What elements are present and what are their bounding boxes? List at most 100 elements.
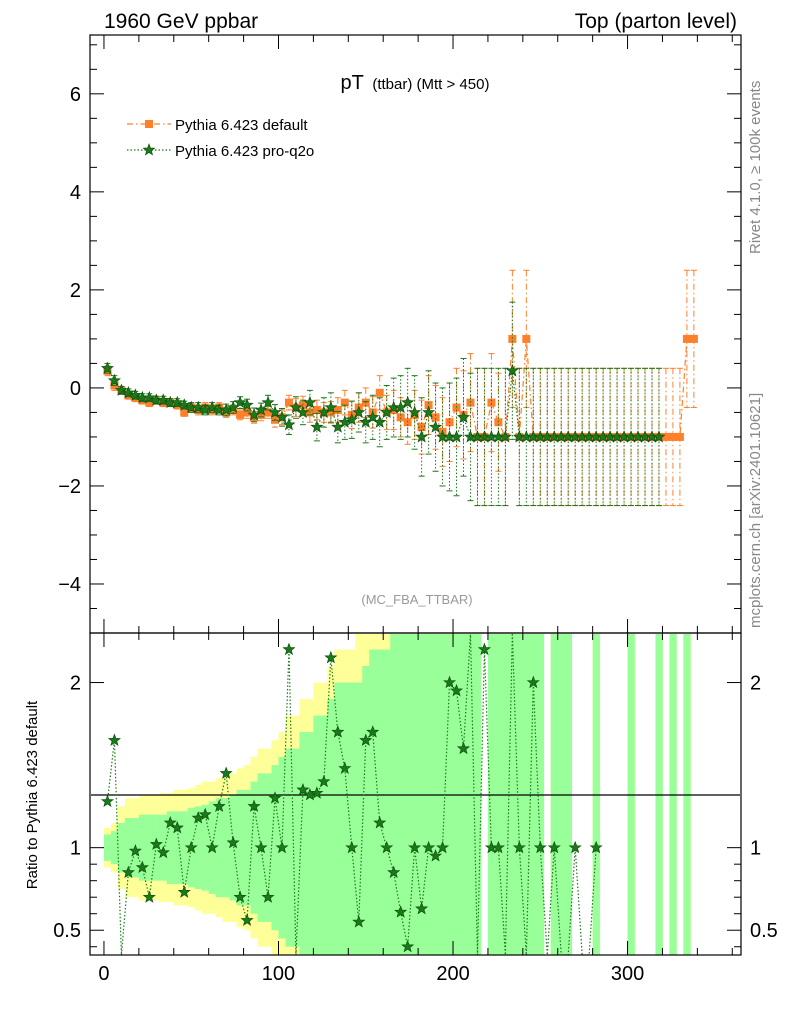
- legend-proq2o-label: Pythia 6.423 pro-q2o: [175, 143, 314, 160]
- proq2o-point: [373, 415, 387, 428]
- ratio-ytick-label-left: 1: [70, 838, 81, 860]
- legend-default-marker: [145, 120, 153, 128]
- ratio-point: [212, 799, 226, 812]
- main-ytick-label: 0: [70, 378, 81, 400]
- default-point: [668, 432, 677, 441]
- ratio-point: [184, 840, 198, 854]
- band-green-bin: [404, 634, 412, 955]
- band-green-bin: [320, 715, 328, 955]
- proq2o-point: [429, 420, 443, 433]
- ratio-point: [338, 761, 352, 774]
- band-green-bin: [215, 798, 223, 898]
- band-green-bin: [271, 765, 279, 931]
- header-right: Top (parton level): [575, 10, 737, 33]
- ratio-xtick-label: 100: [262, 963, 295, 985]
- analysis-watermark: (MC_FBA_TTBAR): [361, 592, 472, 607]
- band-green-bin: [432, 634, 440, 955]
- proq2o-point: [498, 430, 512, 443]
- legend-proq2o-marker: [142, 143, 156, 156]
- default-point: [424, 401, 433, 410]
- proq2o-point: [352, 405, 366, 418]
- ratio-xtick-labels: 0 100 200 300: [98, 963, 644, 985]
- main-ytick-label: 4: [70, 182, 81, 204]
- ratio-point: [205, 840, 219, 854]
- proq2o-point: [366, 410, 380, 423]
- band-green-bin: [348, 682, 356, 955]
- proq2o-point: [296, 405, 310, 418]
- proq2o-point: [100, 361, 114, 374]
- default-point: [689, 334, 698, 343]
- ratio-point: [387, 865, 401, 878]
- proq2o-point: [456, 410, 471, 423]
- band-green-bin: [627, 634, 635, 955]
- ratio-point: [443, 675, 457, 689]
- band-green-bin: [166, 811, 175, 884]
- ratio-point: [394, 905, 408, 918]
- plot-title: pT (ttbar) (Mtt > 450): [341, 72, 490, 94]
- ratio-point: [422, 840, 436, 854]
- band-green-bin: [103, 834, 112, 861]
- ratio-point: [352, 915, 366, 928]
- plot-title-main: pT: [341, 72, 364, 94]
- ratio-point: [380, 840, 394, 854]
- main-ytick-label: −4: [58, 574, 81, 596]
- proq2o-point: [240, 398, 254, 411]
- ratio-point: [163, 816, 177, 829]
- proq2o-point: [408, 405, 422, 418]
- ratio-point: [456, 741, 471, 755]
- proq2o-point: [345, 412, 359, 426]
- proq2o-point: [275, 410, 289, 423]
- ratio-point: [359, 733, 373, 746]
- ratio-ytick-label-left: 2: [70, 673, 81, 695]
- proq2o-point: [177, 398, 191, 411]
- ratio-point: [373, 816, 387, 829]
- band-green-bin: [669, 634, 677, 955]
- band-green-bin: [369, 649, 377, 955]
- proq2o-point: [191, 400, 205, 414]
- rivet-label: Rivet 4.1.0, ≥ 100k events: [747, 81, 764, 254]
- ratio-point: [156, 845, 170, 859]
- band-green-bin: [124, 817, 133, 878]
- band-green-bin: [383, 649, 391, 955]
- band-green-bin: [355, 682, 363, 955]
- band-green-bin: [222, 798, 230, 898]
- main-ytick-label: 6: [70, 84, 81, 106]
- default-point: [312, 405, 321, 414]
- ratio-point: [533, 840, 547, 854]
- default-point: [522, 334, 531, 343]
- ratio-point: [589, 840, 603, 854]
- band-green-bin: [487, 634, 496, 955]
- ratio-point: [436, 840, 450, 854]
- band-green-bin: [362, 666, 370, 955]
- ratio-point: [415, 901, 429, 915]
- ratio-point: [331, 725, 345, 738]
- series-proq2o: [100, 301, 666, 507]
- ratio-xtick-label: 200: [436, 963, 469, 985]
- ratio-point: [261, 890, 275, 903]
- default-point: [487, 398, 496, 407]
- ratio-xtick-label: 0: [98, 963, 109, 985]
- default-point: [284, 398, 293, 407]
- ratio-ylabel: Ratio to Pythia 6.423 default: [24, 700, 41, 889]
- default-point: [340, 398, 349, 407]
- band-green-bin: [236, 789, 244, 906]
- band-green-bin: [550, 634, 559, 955]
- main-ytick-label: −2: [58, 476, 81, 498]
- default-point: [264, 408, 273, 417]
- ratio-ytick-label-right: 2: [750, 673, 761, 695]
- band-green-bin: [194, 806, 202, 889]
- ratio-point: [547, 840, 561, 854]
- band-green-bin: [390, 634, 398, 955]
- default-point: [333, 405, 342, 414]
- default-point: [661, 432, 670, 441]
- default-point: [180, 408, 189, 417]
- default-point: [326, 408, 335, 417]
- ratio-ytick-labels: 0.5 0.5 1 1 2 2: [53, 673, 778, 943]
- band-green-bin: [683, 634, 691, 955]
- proq2o-point: [324, 400, 338, 414]
- default-point: [236, 410, 245, 419]
- default-point: [375, 388, 384, 397]
- band-green-bin: [138, 814, 147, 881]
- ratio-ticks: [90, 633, 741, 955]
